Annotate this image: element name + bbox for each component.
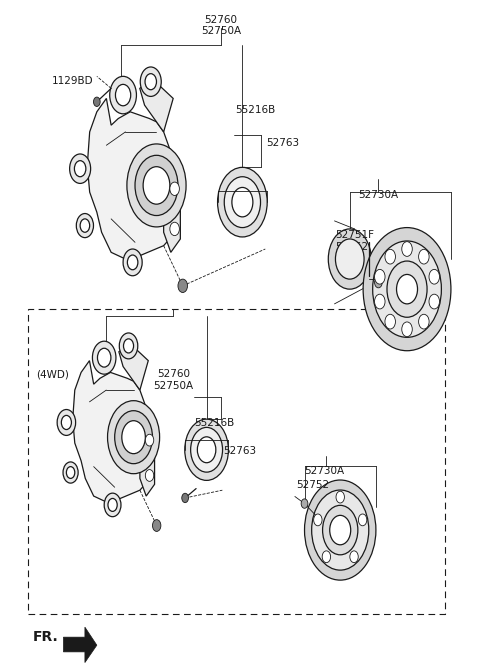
Circle shape (182, 493, 189, 503)
Circle shape (429, 294, 440, 309)
Polygon shape (72, 361, 155, 502)
Circle shape (66, 466, 75, 478)
Circle shape (374, 277, 382, 288)
Text: (4WD): (4WD) (36, 370, 69, 380)
Text: 52760: 52760 (156, 370, 190, 380)
Circle shape (94, 97, 100, 106)
Circle shape (145, 434, 154, 446)
Circle shape (363, 228, 451, 351)
Circle shape (93, 341, 116, 374)
Circle shape (374, 294, 385, 309)
Circle shape (108, 499, 117, 511)
Circle shape (387, 261, 427, 317)
Circle shape (191, 427, 223, 472)
Circle shape (70, 154, 91, 183)
Circle shape (122, 421, 145, 454)
Circle shape (372, 241, 442, 337)
Circle shape (336, 239, 364, 279)
Circle shape (419, 314, 429, 329)
Circle shape (419, 249, 429, 264)
Circle shape (123, 249, 142, 276)
Circle shape (312, 490, 369, 570)
Polygon shape (87, 98, 180, 259)
Circle shape (143, 167, 170, 204)
Circle shape (135, 155, 178, 216)
Text: 52750A: 52750A (201, 26, 241, 36)
Circle shape (63, 462, 78, 483)
Text: 55216B: 55216B (235, 105, 276, 115)
Circle shape (330, 515, 351, 545)
Text: 52763: 52763 (223, 446, 256, 456)
Polygon shape (140, 431, 155, 496)
Circle shape (104, 493, 121, 517)
Circle shape (178, 279, 188, 292)
Text: 55216B: 55216B (195, 417, 235, 427)
Text: FR.: FR. (33, 630, 58, 644)
Text: 52760: 52760 (204, 15, 238, 25)
Text: 52752: 52752 (296, 480, 329, 490)
Circle shape (115, 411, 153, 464)
Circle shape (328, 229, 371, 289)
Text: 52752: 52752 (336, 243, 369, 252)
Polygon shape (164, 179, 180, 253)
Circle shape (374, 269, 385, 284)
Polygon shape (119, 343, 148, 390)
Circle shape (153, 519, 161, 532)
Circle shape (116, 85, 131, 106)
Circle shape (396, 274, 418, 304)
Circle shape (232, 187, 253, 217)
Circle shape (97, 348, 111, 367)
Circle shape (197, 437, 216, 463)
Text: 52751F: 52751F (336, 230, 374, 241)
Circle shape (402, 242, 412, 256)
Text: 1129BD: 1129BD (52, 77, 94, 86)
Polygon shape (140, 79, 173, 132)
Circle shape (57, 409, 76, 435)
Circle shape (336, 491, 345, 503)
Circle shape (123, 339, 133, 353)
Circle shape (108, 401, 160, 474)
Circle shape (145, 74, 156, 90)
Circle shape (301, 499, 308, 508)
Circle shape (385, 249, 396, 264)
Circle shape (217, 167, 267, 237)
Circle shape (74, 161, 86, 177)
Circle shape (145, 470, 154, 481)
Circle shape (185, 419, 228, 480)
Circle shape (170, 222, 180, 236)
Circle shape (350, 551, 358, 562)
Circle shape (61, 415, 72, 429)
Text: 52730A: 52730A (359, 190, 398, 200)
Text: 52730A: 52730A (304, 466, 345, 476)
Circle shape (323, 505, 358, 555)
Circle shape (120, 333, 138, 359)
Circle shape (80, 219, 90, 233)
Circle shape (127, 144, 186, 227)
Text: 52750A: 52750A (153, 381, 193, 391)
Circle shape (170, 182, 180, 196)
Circle shape (110, 77, 136, 114)
Circle shape (224, 177, 261, 228)
Circle shape (359, 514, 367, 526)
Circle shape (76, 214, 94, 238)
Circle shape (402, 322, 412, 337)
Circle shape (429, 269, 440, 284)
Circle shape (304, 480, 376, 580)
Text: 52763: 52763 (266, 138, 300, 148)
Circle shape (385, 314, 396, 329)
Circle shape (322, 551, 331, 562)
Circle shape (127, 255, 138, 269)
Polygon shape (63, 627, 97, 663)
Circle shape (140, 67, 161, 96)
Circle shape (313, 514, 322, 526)
Bar (28, 309, 445, 614)
